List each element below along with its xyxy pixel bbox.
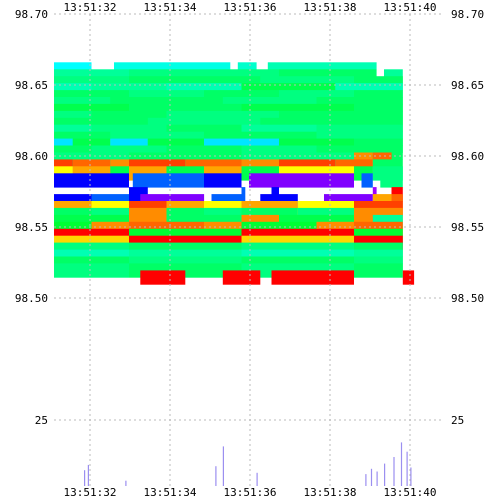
- y-tick-label-right: 98.60: [451, 150, 484, 163]
- volume-bar: [87, 464, 89, 486]
- heatmap-cell: [54, 173, 129, 188]
- heatmap-cell: [222, 270, 261, 285]
- heatmap-cell: [380, 173, 403, 188]
- y-tick-label-left: 98.60: [15, 150, 48, 163]
- y-tick-label-left: 98.70: [15, 8, 48, 21]
- grid-lines: [54, 13, 444, 486]
- x-tick-label-bottom: 13:51:32: [64, 486, 117, 499]
- volume-bar: [125, 480, 127, 486]
- volume-bar: [256, 472, 258, 486]
- volume-bars: [84, 442, 412, 486]
- volume-bar: [222, 446, 224, 486]
- heatmap-cell: [204, 173, 242, 188]
- heatmap-cell: [54, 263, 129, 278]
- heatmap-cell: [241, 187, 246, 202]
- heatmap-cell: [361, 173, 373, 188]
- volume-bar: [406, 451, 408, 486]
- x-tick-label-bottom: 13:51:38: [304, 486, 357, 499]
- y-tick-label-right: 98.50: [451, 292, 484, 305]
- axis-labels: 13:51:32 13:51:32 13:51:34 13:51:34 13:51:36…: [15, 1, 484, 499]
- heatmap-cell: [354, 263, 403, 278]
- y-tick-label-right: 98.65: [451, 79, 484, 92]
- heatmap-cell: [132, 173, 205, 188]
- y-tick-label-left: 98.55: [15, 221, 48, 234]
- y-tick-label-right: 98.70: [451, 8, 484, 21]
- volume-bar: [410, 467, 412, 486]
- x-tick-label-bottom: 13:51:40: [384, 486, 437, 499]
- volume-bar: [400, 442, 403, 486]
- volume-tick-label-right: 25: [451, 414, 464, 427]
- heatmap-cell: [271, 270, 354, 285]
- volume-bar: [84, 470, 86, 486]
- volume-tick-label-left: 25: [35, 414, 48, 427]
- volume-bar: [384, 463, 386, 486]
- heatmap-cell: [249, 173, 354, 188]
- x-tick-label-bottom: 13:51:36: [224, 486, 277, 499]
- volume-bar: [370, 468, 373, 486]
- volume-bar: [376, 471, 378, 486]
- heatmap-cell: [402, 270, 415, 285]
- x-tick-label-top: 13:51:38: [304, 1, 357, 14]
- x-tick-label-top: 13:51:32: [64, 1, 117, 14]
- x-tick-label-bottom: 13:51:34: [144, 486, 197, 499]
- volume-bar: [393, 457, 395, 486]
- y-tick-label-right: 98.55: [451, 221, 484, 234]
- volume-bar: [215, 466, 217, 486]
- x-tick-label-top: 13:51:36: [224, 1, 277, 14]
- heatmap-cells: [54, 62, 415, 285]
- volume-bar: [365, 474, 367, 486]
- heatmap-cell: [140, 270, 186, 285]
- y-tick-label-left: 98.50: [15, 292, 48, 305]
- x-tick-label-top: 13:51:34: [144, 1, 197, 14]
- x-tick-label-top: 13:51:40: [384, 1, 437, 14]
- y-tick-label-left: 98.65: [15, 79, 48, 92]
